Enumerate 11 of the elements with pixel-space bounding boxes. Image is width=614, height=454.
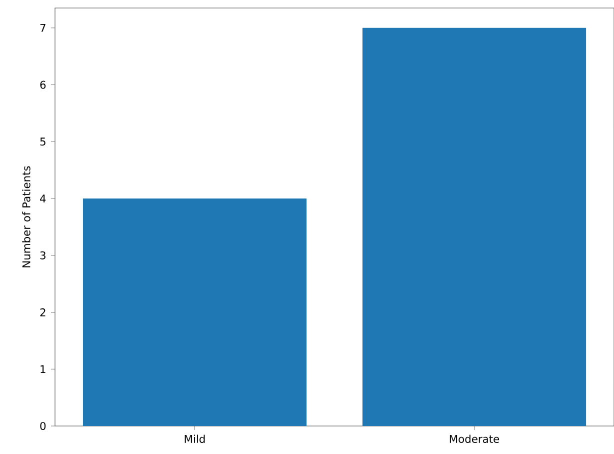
x-tick-label: Mild xyxy=(184,434,205,443)
y-tick-label: 0 xyxy=(40,422,46,430)
y-tick-label: 6 xyxy=(40,80,46,89)
x-tick-label: Moderate xyxy=(450,434,500,443)
y-tick-label: 2 xyxy=(40,308,46,316)
y-tick-label: 7 xyxy=(40,24,46,32)
y-axis-title: Number of Patients xyxy=(22,166,30,268)
y-tick-label: 5 xyxy=(40,138,46,146)
y-tick-label: 1 xyxy=(40,365,46,374)
y-tick-label: 4 xyxy=(40,194,46,202)
y-tick-label: 3 xyxy=(40,251,46,260)
